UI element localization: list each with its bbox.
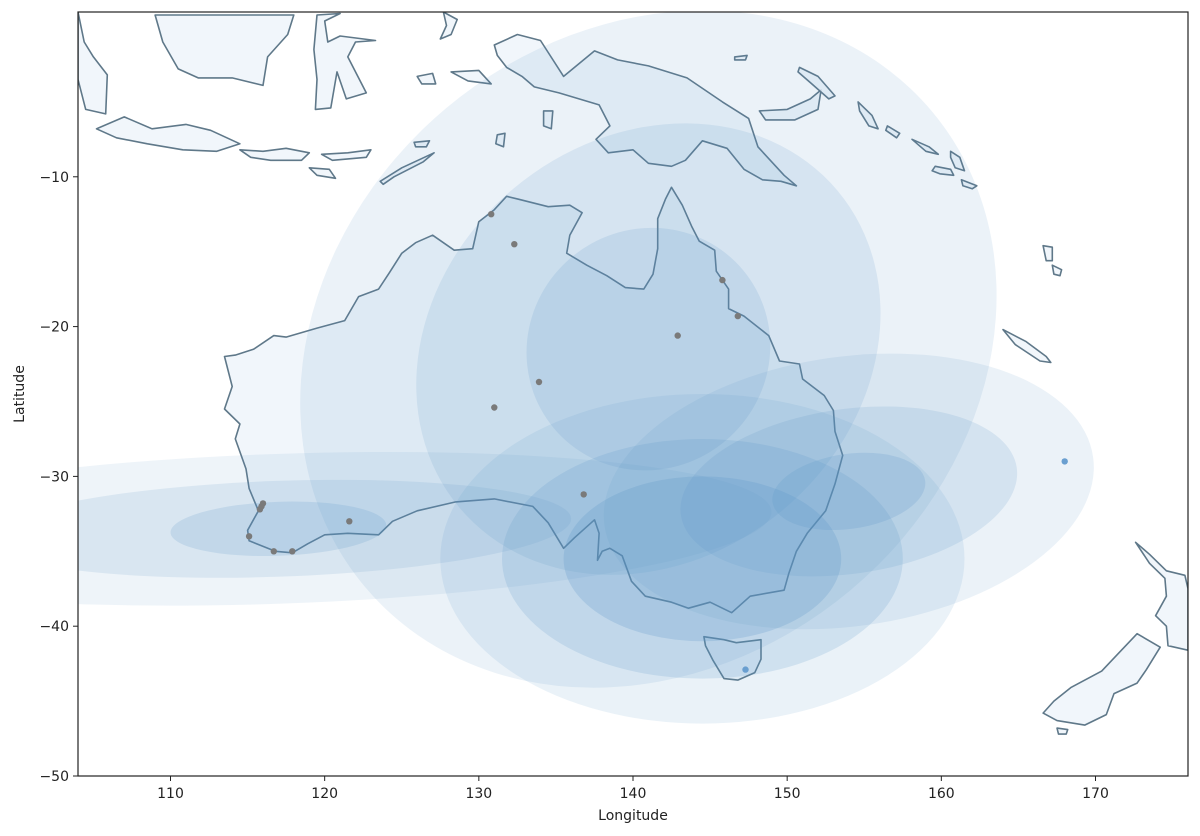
data-point-1-1 xyxy=(488,211,494,217)
y-tick-label: −30 xyxy=(39,469,69,485)
data-point-1-14 xyxy=(271,548,277,554)
data-point-1-8 xyxy=(581,491,587,497)
y-tick-label: −10 xyxy=(39,170,69,186)
y-axis-ticks: −10 −20 −30 −40 −50 xyxy=(39,170,78,785)
data-point-1-13 xyxy=(246,533,252,539)
y-tick-label: −40 xyxy=(39,619,69,635)
data-point-2-2 xyxy=(742,666,748,672)
data-point-1-15 xyxy=(289,548,295,554)
data-point-1-5 xyxy=(675,332,681,338)
x-axis-label: Longitude xyxy=(598,808,668,824)
x-tick-label: 170 xyxy=(1082,786,1109,802)
x-tick-label: 120 xyxy=(311,786,338,802)
data-point-1-3 xyxy=(719,277,725,283)
x-tick-label: 130 xyxy=(465,786,492,802)
x-axis-ticks: 110 120 130 140 150 160 170 xyxy=(157,776,1109,802)
data-point-1-6 xyxy=(536,379,542,385)
data-point-1-12 xyxy=(257,506,263,512)
coastline-stewart-island xyxy=(1057,728,1068,734)
x-tick-label: 150 xyxy=(774,786,801,802)
data-point-1-4 xyxy=(735,313,741,319)
data-point-2-1 xyxy=(1062,458,1068,464)
y-axis-label: Latitude xyxy=(12,365,28,423)
data-point-1-7 xyxy=(491,404,497,410)
y-tick-label: −20 xyxy=(39,320,69,336)
x-tick-label: 160 xyxy=(928,786,955,802)
data-point-1-2 xyxy=(511,241,517,247)
data-point-1-9 xyxy=(346,518,352,524)
x-tick-label: 110 xyxy=(157,786,184,802)
y-tick-label: −50 xyxy=(39,769,69,785)
x-tick-label: 140 xyxy=(620,786,647,802)
